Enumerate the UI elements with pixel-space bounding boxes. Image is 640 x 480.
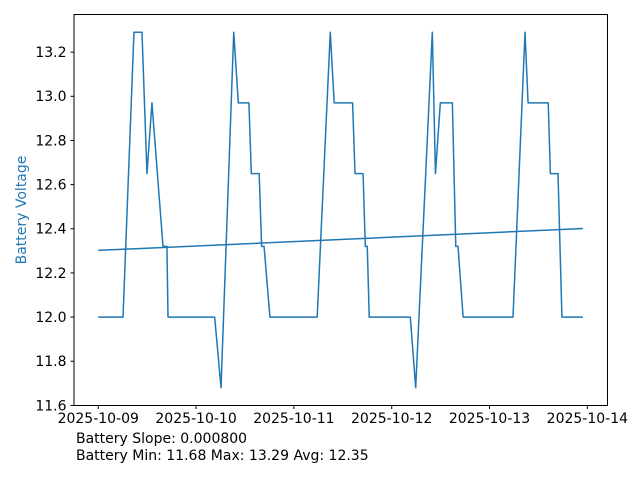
stats-annotation: Battery Slope: 0.000800 Battery Min: 11.… — [76, 431, 369, 465]
y-tick-label: 12.2 — [35, 266, 66, 282]
battery-trend-line — [98, 227, 583, 252]
y-axis-label: Battery Voltage — [14, 155, 30, 265]
y-tick-label: 12.4 — [35, 222, 66, 238]
x-tick-label: 2025-10-10 — [155, 411, 236, 427]
axes-spines — [73, 14, 608, 406]
y-tick-label: 12.0 — [35, 310, 66, 326]
x-tick-label: 2025-10-14 — [547, 411, 628, 427]
y-tick-label: 13.0 — [35, 89, 66, 105]
y-tick-label: 13.2 — [35, 45, 66, 61]
y-tick-label: 12.8 — [35, 133, 66, 149]
x-tick-label: 2025-10-11 — [253, 411, 334, 427]
y-tick-label: 11.8 — [35, 354, 66, 370]
x-tick-label: 2025-10-12 — [351, 411, 432, 427]
x-tick-label: 2025-10-09 — [58, 411, 139, 427]
x-tick-label: 2025-10-13 — [449, 411, 530, 427]
battery-voltage-line — [98, 31, 583, 389]
y-tick-label: 11.6 — [35, 398, 66, 414]
y-tick-label: 12.6 — [35, 178, 66, 194]
stat-slope-line: Battery Slope: 0.000800 — [76, 431, 248, 447]
stat-min-max-avg-line: Battery Min: 11.68 Max: 13.29 Avg: 12.35 — [76, 448, 369, 464]
